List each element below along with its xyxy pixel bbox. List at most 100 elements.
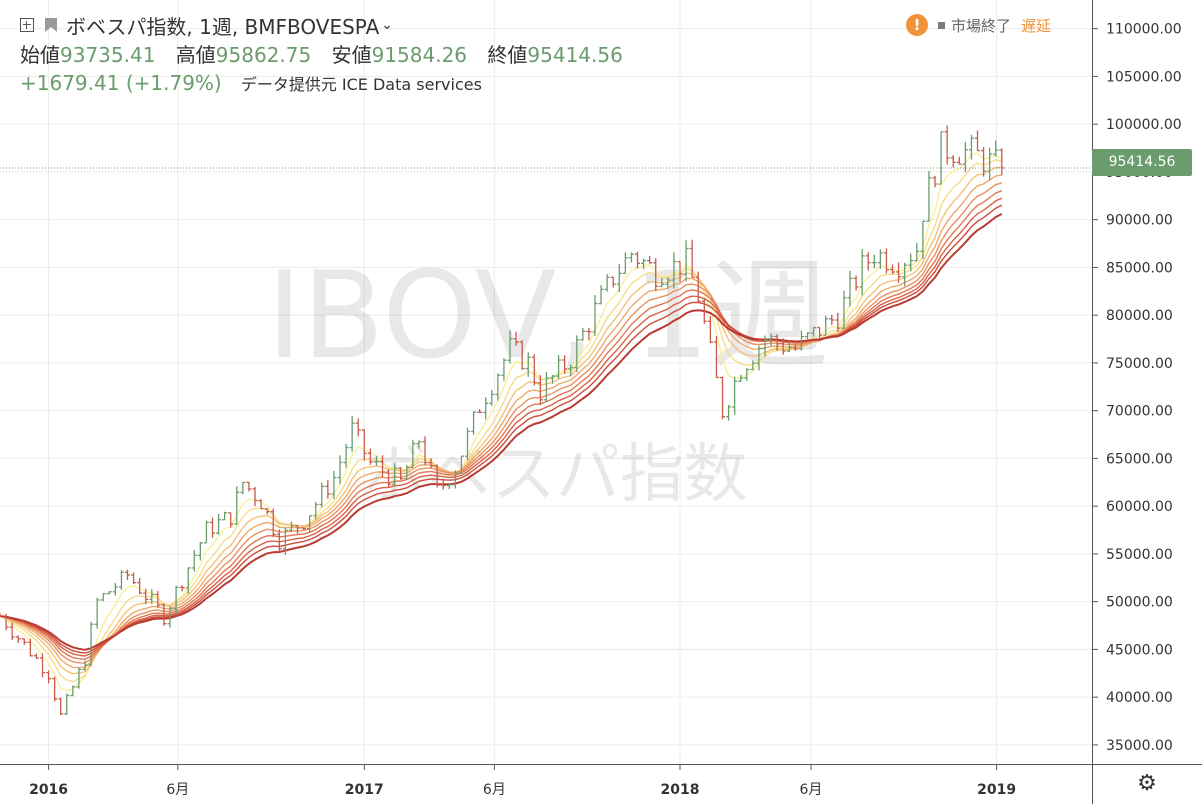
ohlc-bar <box>458 455 464 474</box>
ohlc-bar <box>252 486 258 507</box>
ohlc-bar <box>471 411 477 435</box>
ohlc-bar <box>507 330 513 364</box>
ohlc-bar <box>3 613 9 630</box>
ohlc-bar <box>446 483 452 490</box>
ohlc-bar <box>295 525 301 534</box>
ohlc-bar <box>216 513 222 535</box>
ohlc-bar <box>780 338 786 355</box>
ohlc-bar <box>0 612 3 617</box>
ohlc-bar <box>240 481 246 495</box>
price-tick-label: 85000.00 <box>1106 260 1173 276</box>
ohlc-bar <box>40 653 46 678</box>
ohlc-bar <box>950 155 956 168</box>
price-tick-label: 55000.00 <box>1106 547 1173 563</box>
ohlc-bar <box>131 572 137 585</box>
ohlc-bar <box>762 335 768 357</box>
ohlc-bar <box>282 528 288 555</box>
ohlc-bar <box>155 590 161 609</box>
ohlc-bar <box>416 440 422 449</box>
ohlc-values: 始値93735.41 高値95862.75 安値91584.26 終値95414… <box>20 40 637 70</box>
open-label: 始値 <box>20 43 60 67</box>
ohlc-bar <box>689 239 695 279</box>
chevron-down-icon[interactable]: ⌄ <box>381 17 394 33</box>
ohlc-bar <box>495 373 501 401</box>
symbol-title[interactable]: ボベスパ指数, 1週, BMFBOVESPA <box>66 14 380 39</box>
ohlc-bar <box>404 465 410 480</box>
ohlc-bar <box>349 416 355 452</box>
price-tick-label: 40000.00 <box>1106 690 1173 706</box>
ohlc-bar <box>234 486 240 525</box>
ohlc-bar <box>422 436 428 465</box>
ohlc-bar <box>744 368 750 381</box>
time-tick-label: 2016 <box>29 782 68 798</box>
ohlc-bar <box>531 354 537 386</box>
ohlc-bar <box>325 479 331 499</box>
ohlc-bar <box>756 345 762 371</box>
ohlc-bar <box>896 262 902 283</box>
delayed-label[interactable]: 遅延 <box>1021 16 1052 35</box>
flag-icon[interactable] <box>44 17 58 33</box>
price-tick-label: 110000.00 <box>1106 22 1182 38</box>
ohlc-bar <box>343 443 349 468</box>
ohlc-bar <box>798 330 804 351</box>
legend: ボベスパ指数, 1週, BMFBOVESPA ⌄ 始値93735.41 高値95… <box>20 10 637 96</box>
ohlc-bar <box>149 589 155 605</box>
price-bars <box>0 125 1005 716</box>
ohlc-bar <box>568 364 574 377</box>
ma-ribbon <box>0 152 1003 692</box>
ohlc-bar <box>914 242 920 262</box>
ohlc-bar <box>222 511 228 521</box>
ohlc-bar <box>125 569 131 581</box>
ohlc-bar <box>962 141 968 172</box>
ohlc-bar <box>829 314 835 326</box>
ohlc-bar <box>865 252 871 271</box>
ohlc-bar <box>191 549 197 572</box>
ohlc-bar <box>64 693 70 716</box>
ribbon-line-3 <box>0 166 1002 675</box>
ohlc-bar <box>920 220 926 260</box>
ohlc-bar <box>46 670 52 684</box>
ohlc-bar <box>550 374 556 384</box>
time-tick-label: 2019 <box>977 782 1016 798</box>
ohlc-bar <box>276 529 282 552</box>
ohlc-bar <box>556 354 562 379</box>
ohlc-bar <box>628 252 634 263</box>
ohlc-bar <box>270 508 276 538</box>
ohlc-bar <box>197 542 203 561</box>
ohlc-bar <box>27 638 33 657</box>
ohlc-bar <box>33 653 39 659</box>
ohlc-bar <box>975 130 981 152</box>
ohlc-bar <box>841 290 847 329</box>
watermark-subtitle: ボベスパ指数 <box>362 438 747 512</box>
warning-icon[interactable]: ! <box>906 14 928 36</box>
ohlc-bar <box>313 501 319 520</box>
watermark-title: IBOV, 1週 <box>267 247 830 386</box>
close-label: 終値 <box>487 43 528 67</box>
ohlc-bar <box>52 676 58 702</box>
ohlc-bar <box>877 249 883 269</box>
ohlc-bar <box>641 258 647 270</box>
ohlc-bar <box>695 271 701 302</box>
ohlc-bar <box>179 585 185 592</box>
ohlc-bar <box>258 499 264 510</box>
ohlc-bar <box>440 478 446 490</box>
low-label: 安値 <box>331 43 372 67</box>
change-value: +1679.41 (+1.79%) <box>20 71 222 95</box>
ohlc-bar <box>361 429 367 461</box>
market-closed-label: 市場終了 <box>951 16 1012 35</box>
ohlc-bar <box>890 264 896 275</box>
close-value: 95414.56 <box>527 43 623 67</box>
collapse-icon[interactable] <box>20 18 34 32</box>
ohlc-bar <box>926 170 932 222</box>
ohlc-bar <box>811 326 817 337</box>
chart-grid <box>0 0 1092 764</box>
ohlc-bar <box>246 481 252 492</box>
price-tick-label: 50000.00 <box>1106 595 1173 611</box>
settings-gear-icon[interactable]: ⚙ <box>1137 771 1157 796</box>
ohlc-bar <box>501 358 507 381</box>
ohlc-bar <box>659 278 665 288</box>
ohlc-bar <box>307 515 313 533</box>
price-tick-label: 35000.00 <box>1106 738 1173 754</box>
